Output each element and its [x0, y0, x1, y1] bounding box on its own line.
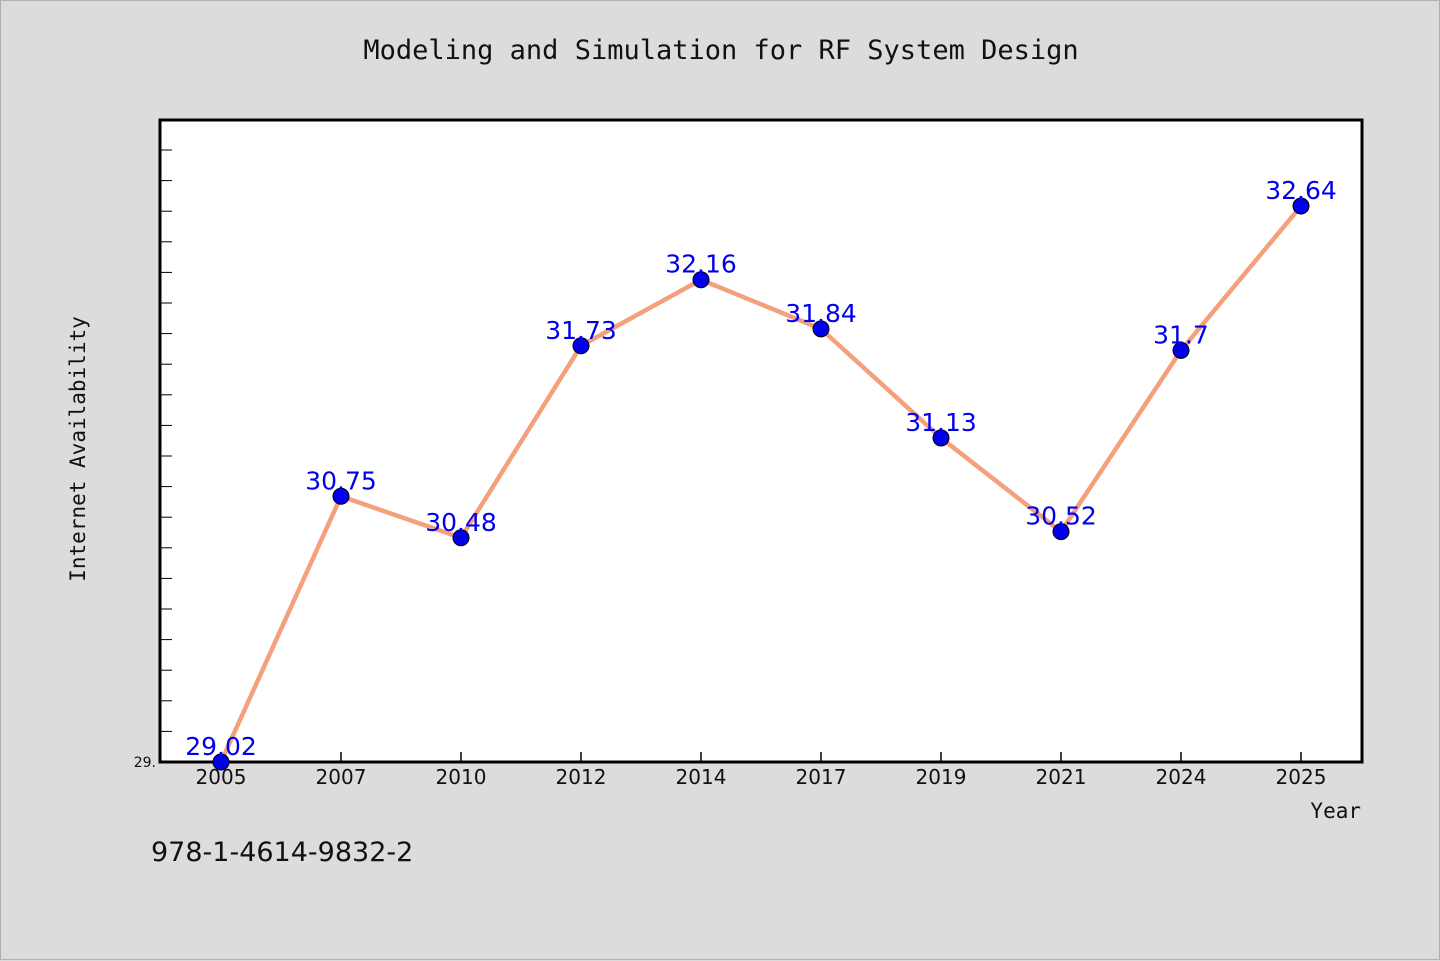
data-point	[812, 320, 830, 338]
data-label: 30.75	[305, 466, 377, 495]
data-point	[1052, 523, 1070, 541]
data-label: 31.7	[1153, 320, 1209, 349]
data-label: 30.52	[1025, 502, 1097, 531]
data-label: 30.48	[425, 508, 497, 537]
data-label: 29.02	[185, 732, 257, 761]
x-axis-ticks: 2005 2007 2010 2012 2014 2017 2019 2021 2024 2025	[196, 752, 1327, 789]
data-point	[692, 271, 710, 289]
data-label: 31.13	[905, 408, 977, 437]
x-tick-label: 2010	[436, 765, 487, 789]
y-axis-label: Internet Availability	[66, 316, 90, 582]
data-point	[452, 529, 470, 547]
x-tick-label: 2024	[1156, 765, 1207, 789]
x-tick-label: 2007	[316, 765, 367, 789]
data-point	[212, 753, 230, 771]
x-tick-label: 2014	[676, 765, 727, 789]
chart-title: Modeling and Simulation for RF System De…	[363, 35, 1079, 66]
x-tick-label: 2021	[1036, 765, 1087, 789]
data-label: 31.84	[785, 299, 857, 328]
data-points	[212, 197, 1310, 771]
plot-area	[158, 118, 1364, 764]
data-point	[932, 429, 950, 447]
isbn-text: 978-1-4614-9832-2	[151, 837, 414, 868]
data-point	[1172, 341, 1190, 359]
x-tick-label: 2019	[916, 765, 967, 789]
x-tick-label: 2025	[1276, 765, 1327, 789]
data-label: 31.73	[545, 316, 617, 345]
y-tick-label: 29.	[134, 755, 156, 771]
data-point	[1292, 197, 1310, 215]
data-point	[332, 487, 350, 505]
x-tick-label: 2017	[796, 765, 847, 789]
data-label: 32.16	[665, 250, 737, 279]
data-labels: 29.02 30.75 30.48 31.73 32.16 31.84 31.13 30.52…	[185, 176, 1337, 761]
series-line-group	[218, 204, 1303, 763]
data-label: 32.64	[1265, 176, 1337, 205]
x-tick-label: 2012	[556, 765, 607, 789]
data-point	[572, 337, 590, 355]
x-axis-label: Year	[1310, 799, 1361, 823]
y-axis-ticks: 29.	[134, 149, 172, 771]
series-line	[218, 204, 1303, 763]
